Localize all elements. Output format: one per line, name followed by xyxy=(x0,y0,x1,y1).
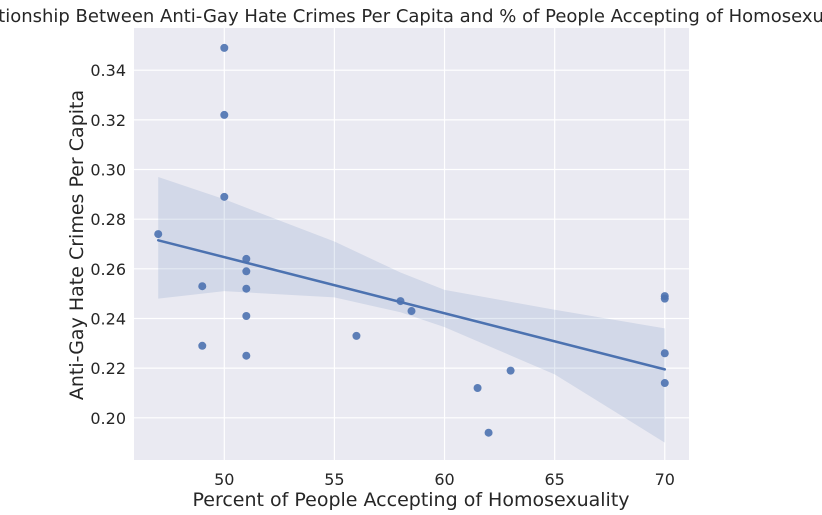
y-tick-label: 0.28 xyxy=(90,210,126,229)
grid-lines xyxy=(134,28,689,460)
x-tick-label: 70 xyxy=(655,470,675,489)
scatter-point xyxy=(242,312,251,320)
scatter-point xyxy=(220,192,229,201)
scatter-point xyxy=(242,351,251,360)
scatter-point xyxy=(242,267,251,276)
scatter-point xyxy=(220,43,229,52)
regression-line-group xyxy=(156,239,667,371)
scatter-point xyxy=(242,254,251,263)
scatter-point xyxy=(473,384,482,392)
scatter-point xyxy=(484,428,493,437)
x-tick-label: 65 xyxy=(544,470,564,489)
scatter-point xyxy=(154,230,163,239)
regression-line xyxy=(156,239,667,371)
scatter-point xyxy=(396,297,405,306)
x-tick-label: 50 xyxy=(214,470,234,489)
scatter-points xyxy=(154,43,669,437)
scatter-point xyxy=(660,379,669,388)
scatter-point xyxy=(198,341,207,350)
x-tick-label: 60 xyxy=(434,470,454,489)
scatter-point xyxy=(242,284,251,293)
scatter-point xyxy=(660,294,669,303)
y-tick-label: 0.26 xyxy=(90,260,126,279)
y-axis-label: Anti-Gay Hate Crimes Per Capita xyxy=(66,90,88,400)
scatter-point xyxy=(660,349,669,358)
y-tick-label: 0.20 xyxy=(90,409,126,428)
y-tick-label: 0.34 xyxy=(90,61,126,80)
plot-area xyxy=(134,28,689,460)
scatter-point xyxy=(198,282,207,291)
y-axis-ticks: 0.20 0.22 0.24 0.26 0.28 0.30 0.32 0.34 xyxy=(90,61,126,428)
y-tick-label: 0.32 xyxy=(90,111,126,130)
x-tick-label: 55 xyxy=(324,470,344,489)
chart-title: Relationship Between Anti-Gay Hate Crime… xyxy=(0,6,822,27)
x-axis-label: Percent of People Accepting of Homosexua… xyxy=(192,489,629,511)
y-tick-label: 0.24 xyxy=(90,309,126,328)
x-axis-ticks: 50 55 60 65 70 xyxy=(214,470,675,489)
y-tick-label: 0.30 xyxy=(90,161,126,180)
scatter-point xyxy=(407,307,416,316)
scatter-point xyxy=(506,366,515,375)
y-tick-label: 0.22 xyxy=(90,359,126,378)
scatter-point xyxy=(352,331,361,340)
scatter-point xyxy=(220,110,229,119)
